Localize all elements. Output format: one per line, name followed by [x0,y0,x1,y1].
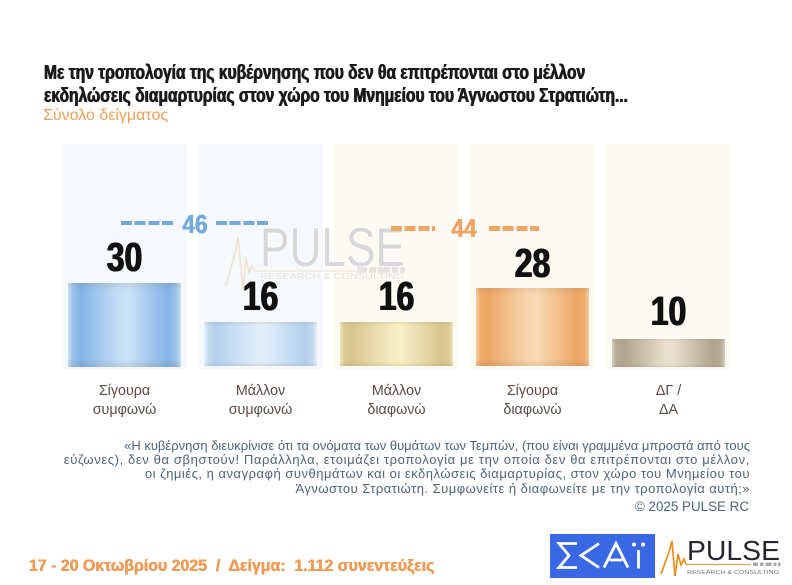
svg-text:RESEARCH & CONSULTING: RESEARCH & CONSULTING [260,272,404,281]
svg-text:RESEARCH & CONSULTING: RESEARCH & CONSULTING [687,570,779,576]
svg-text:PULSE: PULSE [260,220,405,278]
svg-text:PULSE: PULSE [687,536,780,566]
